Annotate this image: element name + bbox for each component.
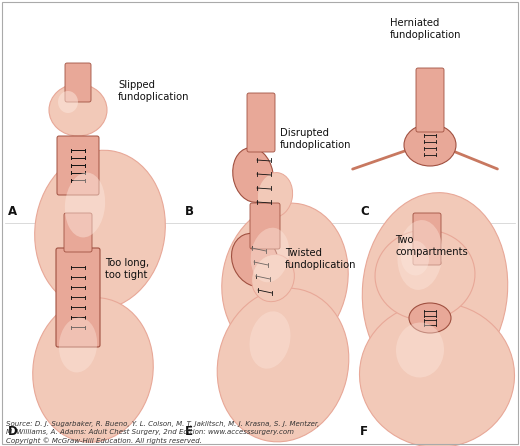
Ellipse shape xyxy=(222,203,348,357)
Ellipse shape xyxy=(49,84,107,136)
FancyBboxPatch shape xyxy=(247,93,275,152)
Text: Slipped
fundoplication: Slipped fundoplication xyxy=(118,80,189,103)
Ellipse shape xyxy=(362,193,508,387)
Text: E: E xyxy=(185,425,193,438)
FancyBboxPatch shape xyxy=(250,203,280,249)
Ellipse shape xyxy=(231,233,279,287)
Ellipse shape xyxy=(401,240,429,276)
FancyBboxPatch shape xyxy=(413,213,441,265)
Text: A: A xyxy=(8,205,17,218)
Text: Two
compartments: Two compartments xyxy=(395,235,468,257)
Ellipse shape xyxy=(257,173,293,217)
Ellipse shape xyxy=(375,230,475,320)
Ellipse shape xyxy=(397,220,443,290)
Text: B: B xyxy=(185,205,194,218)
Text: Too long,
too tight: Too long, too tight xyxy=(105,258,149,281)
Text: F: F xyxy=(360,425,368,438)
FancyBboxPatch shape xyxy=(56,248,100,347)
Ellipse shape xyxy=(58,91,78,113)
Text: D: D xyxy=(8,425,18,438)
Ellipse shape xyxy=(35,150,165,310)
FancyBboxPatch shape xyxy=(416,68,444,132)
Ellipse shape xyxy=(396,322,444,377)
Text: Source: D. J. Sugarbaker, R. Bueno, Y. L. Colson, M. T. Jaklitsch, M. J. Krasna,: Source: D. J. Sugarbaker, R. Bueno, Y. L… xyxy=(6,421,319,444)
Ellipse shape xyxy=(217,288,349,442)
Text: Twisted
fundoplication: Twisted fundoplication xyxy=(285,248,357,270)
FancyBboxPatch shape xyxy=(57,136,99,195)
Ellipse shape xyxy=(404,124,456,166)
Ellipse shape xyxy=(59,318,97,372)
Text: Herniated
fundoplication: Herniated fundoplication xyxy=(390,18,462,41)
Ellipse shape xyxy=(233,148,274,202)
Ellipse shape xyxy=(359,302,514,446)
Text: C: C xyxy=(360,205,369,218)
FancyBboxPatch shape xyxy=(64,213,92,252)
Ellipse shape xyxy=(65,173,105,237)
Ellipse shape xyxy=(252,254,294,301)
Ellipse shape xyxy=(250,311,291,369)
Ellipse shape xyxy=(409,303,451,333)
Ellipse shape xyxy=(251,228,289,282)
FancyBboxPatch shape xyxy=(65,63,91,102)
Ellipse shape xyxy=(33,298,153,442)
Text: Disrupted
fundoplication: Disrupted fundoplication xyxy=(280,128,352,150)
